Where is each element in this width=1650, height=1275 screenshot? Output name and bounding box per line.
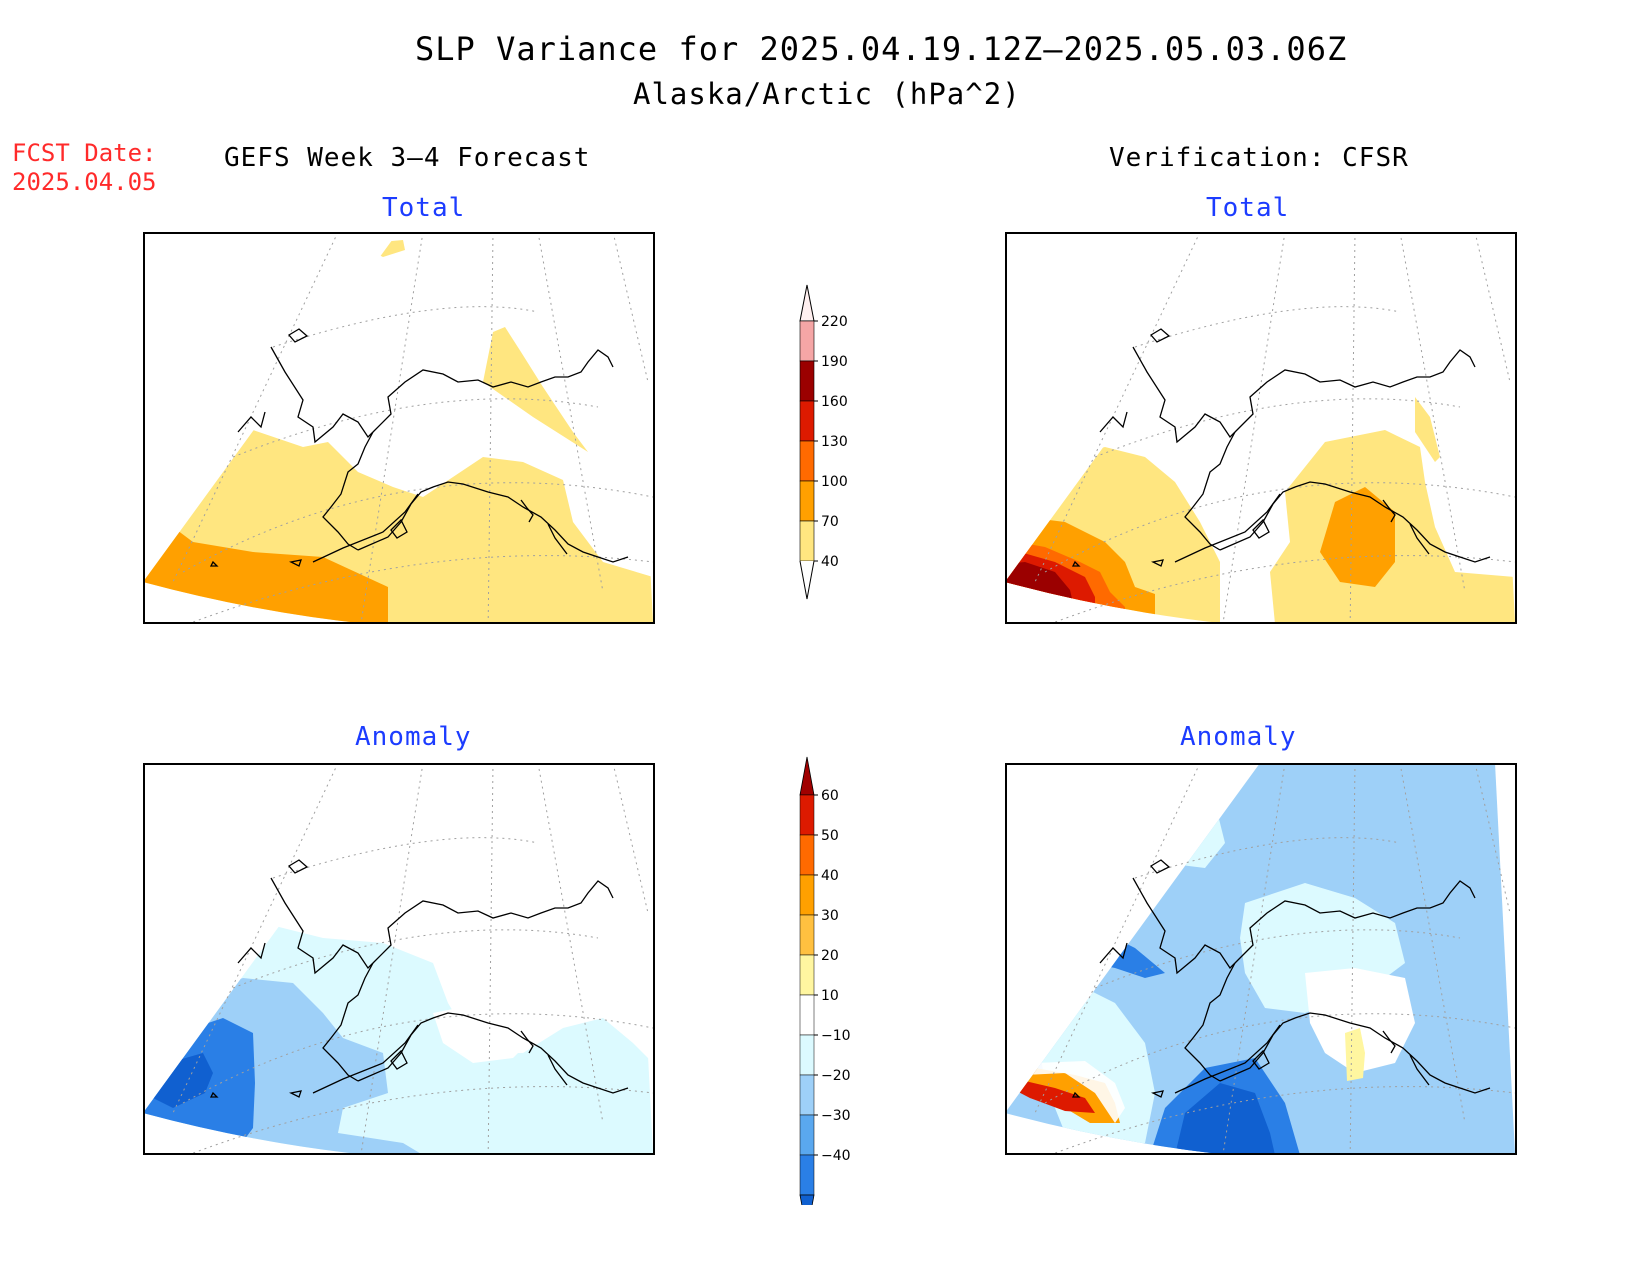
verification-total-orange-east [1320, 487, 1395, 587]
verification-total-title: Total [1206, 193, 1290, 223]
total-colorbar-box [799, 440, 815, 482]
total-colorbar-box [799, 400, 815, 442]
anomaly-colorbar-tick-label: −30 [821, 1108, 851, 1124]
anomaly-colorbar-tick-label: 40 [821, 868, 839, 884]
anomaly-colorbar-box [799, 994, 815, 1036]
total-colorbar-top-arrow [799, 284, 815, 322]
figure-title: SLP Variance for 2025.04.19.12Z–2025.05.… [415, 30, 1348, 68]
forecast-anomaly-blue-dark [143, 1053, 213, 1108]
verification-anomaly-title: Anomaly [1180, 722, 1297, 752]
anomaly-colorbar-box [799, 1154, 815, 1196]
anomaly-colorbar-tick-label: 30 [821, 908, 839, 924]
total-colorbar-tick-label: 40 [821, 554, 839, 570]
anomaly-colorbar-box [799, 1114, 815, 1156]
verification-total-map [1005, 232, 1517, 624]
forecast-total-title: Total [382, 193, 466, 223]
verification-anomaly-map [1005, 763, 1517, 1155]
total-colorbar: 220 190 160 130 100 70 40 [799, 284, 848, 600]
forecast-total-yellow-ne [483, 327, 588, 452]
total-colorbar-box [799, 360, 815, 402]
total-colorbar-tick-label: 100 [821, 474, 848, 490]
anomaly-colorbar-box [799, 874, 815, 916]
anomaly-colorbar-box [799, 914, 815, 956]
forecast-anomaly-title: Anomaly [355, 722, 472, 752]
total-colorbar-tick-label: 130 [821, 434, 848, 450]
total-colorbar-box [799, 320, 815, 362]
forecast-total-map [143, 232, 655, 624]
total-colorbar-bottom-arrow [799, 560, 815, 600]
total-colorbar-tick-label: 70 [821, 514, 839, 530]
total-colorbar-tick-label: 160 [821, 394, 848, 410]
anomaly-colorbar-box [799, 794, 815, 836]
anomaly-colorbar-tick-label: −10 [821, 1028, 851, 1044]
figure-subtitle: Alaska/Arctic (hPa^2) [633, 77, 1021, 111]
forecast-anomaly-map [143, 763, 655, 1155]
total-colorbar-box [799, 520, 815, 562]
anomaly-colorbar-tick-label: 10 [821, 988, 839, 1004]
verification-anomaly-yellow-east [1345, 1028, 1365, 1081]
verification-anomaly-blue-dark-center [1175, 1083, 1275, 1155]
verification-anomaly-white-sw [1005, 1061, 1125, 1123]
fcst-date-label: FCST Date: [12, 139, 157, 167]
anomaly-colorbar-tick-label: 50 [821, 828, 839, 844]
anomaly-colorbar: 60 50 40 30 20 10 −10 −20 −30 −40 [799, 756, 851, 1205]
anomaly-colorbar-bottom-arrow [799, 1194, 815, 1205]
anomaly-colorbar-box [799, 834, 815, 876]
anomaly-colorbar-tick-label: 20 [821, 948, 839, 964]
total-colorbar-tick-label: 220 [821, 314, 848, 330]
anomaly-colorbar-tick-label: −40 [821, 1148, 851, 1164]
anomaly-colorbar-tick-label: 60 [821, 788, 839, 804]
anomaly-colorbar-box [799, 1074, 815, 1116]
verification-anomaly-white-east [1305, 968, 1415, 1073]
anomaly-colorbar-tick-label: −20 [821, 1068, 851, 1084]
verification-column-heading: Verification: CFSR [1109, 143, 1409, 173]
fcst-date-value: 2025.04.05 [12, 168, 157, 196]
forecast-column-heading: GEFS Week 3–4 Forecast [224, 143, 591, 173]
anomaly-colorbar-top-arrow [799, 756, 815, 796]
anomaly-colorbar-box [799, 954, 815, 996]
verification-anomaly-dark-red-sw [1005, 1081, 1095, 1113]
forecast-anomaly-white [433, 1003, 543, 1063]
total-colorbar-tick-label: 190 [821, 354, 848, 370]
total-colorbar-box [799, 480, 815, 522]
verification-total-yellow-ne [1415, 397, 1440, 462]
anomaly-colorbar-box [799, 1034, 815, 1076]
